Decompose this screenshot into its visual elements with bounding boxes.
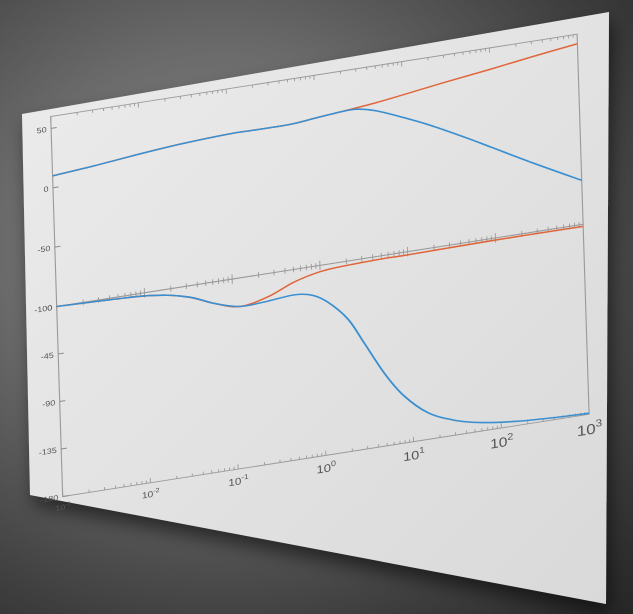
magnitude-ytick-label: 0 bbox=[43, 184, 49, 194]
phase-ytick-label: -90 bbox=[42, 398, 56, 409]
phase-ytick-mark bbox=[62, 495, 69, 497]
x-tick-label: 100 bbox=[316, 458, 336, 476]
x-tick-group: 10-3 10-2 10-1 100 101 102 103 bbox=[55, 418, 602, 513]
x-tick-label: 10-3 bbox=[55, 501, 71, 513]
x-tick-label: 103 bbox=[576, 418, 602, 440]
x-tick-label: 102 bbox=[490, 432, 514, 453]
phase-panel: 0 -45 -90 -135 -180 10-3 10-2 10-1 100 101 102 103 bbox=[39, 223, 602, 513]
phase-ytick-mark bbox=[58, 352, 64, 355]
phase-ytick-label: 0 bbox=[47, 303, 53, 313]
phase-ytick-label: -45 bbox=[41, 350, 55, 361]
magnitude-ytick-label: 50 bbox=[36, 125, 47, 136]
figure-content: 500-50-100 0-45-90-135-180 10-310-210-11… bbox=[34, 33, 602, 513]
phase-ytick-mark bbox=[61, 447, 67, 450]
paper-sheet bbox=[22, 12, 609, 604]
magnitude-series-2-line bbox=[52, 108, 583, 182]
magnitude-ytick-label: -50 bbox=[37, 243, 51, 254]
phase-series-2-line bbox=[56, 293, 590, 424]
magnitude-ytick-group: 50 0 -50 -100 bbox=[34, 34, 580, 315]
x-tick-label: 101 bbox=[403, 445, 425, 464]
phase-ytick-label: -135 bbox=[39, 445, 58, 457]
x-tick-label: 10-2 bbox=[142, 487, 160, 501]
phase-ytick-label: -180 bbox=[40, 493, 59, 505]
x-tick-label: 10-1 bbox=[228, 472, 249, 489]
magnitude-ytick-mark bbox=[54, 245, 61, 248]
phase-ytick-mark bbox=[59, 400, 66, 402]
magnitude-ytick-mark bbox=[52, 186, 59, 189]
magnitude-series-group bbox=[52, 43, 583, 182]
magnitude-ytick-mark bbox=[51, 127, 57, 129]
magnitude-ytick-label: -100 bbox=[34, 303, 53, 315]
phase-series-group bbox=[56, 225, 590, 424]
